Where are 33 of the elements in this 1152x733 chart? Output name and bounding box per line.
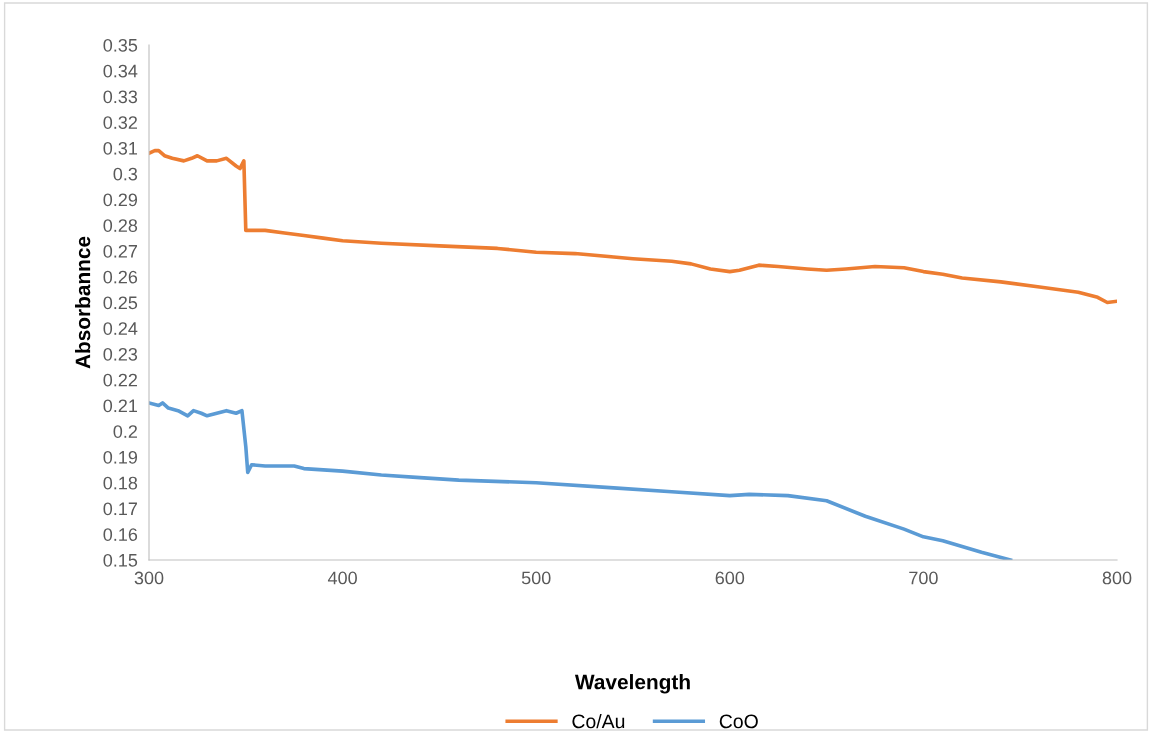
y-tick-label: 0.22 bbox=[103, 373, 137, 387]
y-tick-label: 0.35 bbox=[103, 38, 138, 52]
x-tick-label: 800 bbox=[1102, 571, 1132, 585]
y-tick-label: 0.31 bbox=[103, 141, 138, 155]
y-tick-label: 0.3 bbox=[113, 167, 138, 181]
x-tick-label: 500 bbox=[521, 571, 551, 585]
y-tick-label: 0.16 bbox=[103, 528, 138, 541]
y-tick-label: 0.26 bbox=[103, 270, 138, 284]
x-tick-label: 400 bbox=[327, 571, 357, 585]
x-tick-label: 700 bbox=[909, 571, 938, 585]
y-tick-label: 0.32 bbox=[103, 116, 137, 129]
legend-label: Co/Au bbox=[572, 713, 625, 729]
legend-label: CoO bbox=[719, 714, 758, 729]
x-tick-label: 300 bbox=[134, 571, 164, 585]
y-tick-label: 0.15 bbox=[103, 553, 138, 567]
y-axis-title: Absorbannce bbox=[75, 236, 91, 369]
y-tick-label: 0.21 bbox=[103, 399, 138, 413]
y-tick-label: 0.33 bbox=[103, 90, 138, 104]
x-tick-label: 600 bbox=[715, 571, 745, 585]
y-tick-label: 0.27 bbox=[103, 244, 137, 258]
y-tick-label: 0.29 bbox=[103, 193, 138, 207]
y-tick-label: 0.17 bbox=[103, 502, 137, 516]
y-tick-label: 0.25 bbox=[103, 296, 138, 310]
y-tick-label: 0.34 bbox=[103, 64, 138, 78]
line-series bbox=[149, 401, 1013, 560]
y-tick-label: 0.28 bbox=[103, 219, 138, 232]
y-tick-label: 0.18 bbox=[103, 476, 138, 490]
line-series bbox=[149, 148, 1117, 305]
x-axis-title: Wavelength bbox=[574, 674, 690, 694]
y-tick-label: 0.23 bbox=[103, 347, 138, 361]
y-tick-label: 0.2 bbox=[113, 425, 137, 438]
y-tick-label: 0.19 bbox=[103, 450, 138, 464]
y-tick-label: 0.24 bbox=[103, 322, 138, 335]
